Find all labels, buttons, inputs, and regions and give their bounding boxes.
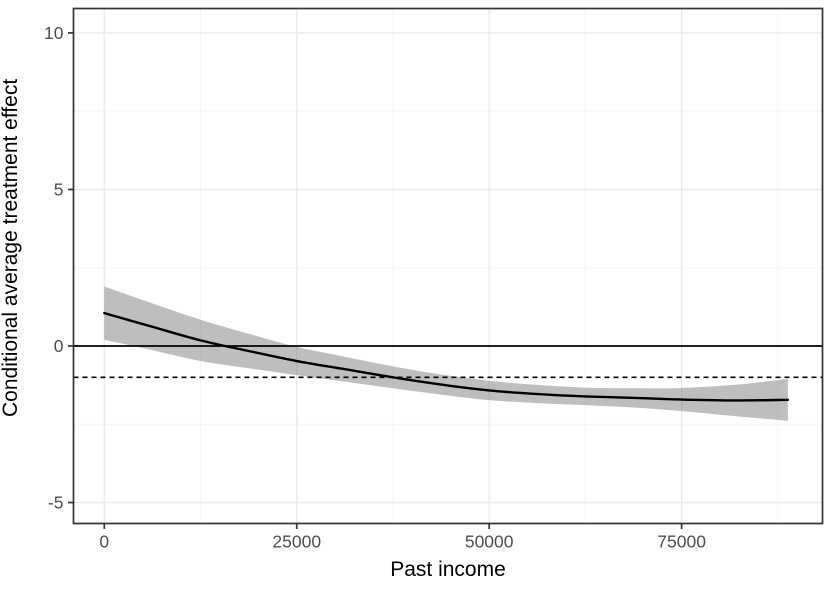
x-tick-label: 25000 [272, 532, 321, 552]
y-tick-label: -5 [48, 493, 64, 513]
panel-background [73, 8, 823, 524]
x-tick-label: 50000 [465, 532, 514, 552]
panel-border [72, 7, 824, 525]
smooth-estimate-line [103, 311, 790, 402]
x-tick-label: 75000 [657, 532, 706, 552]
x-tick-label: 0 [99, 532, 109, 552]
y-tick-label: 10 [44, 23, 64, 43]
confidence-ribbon [104, 286, 788, 421]
y-tick-label: 0 [54, 336, 64, 356]
x-axis-title: Past income [390, 558, 506, 581]
y-tick-label: 5 [54, 179, 64, 199]
y-axis-title: Conditional average treatment effect [0, 78, 22, 417]
